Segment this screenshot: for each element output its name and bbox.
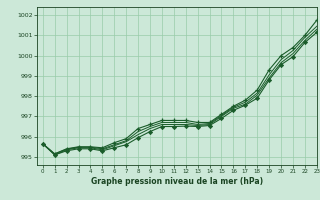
X-axis label: Graphe pression niveau de la mer (hPa): Graphe pression niveau de la mer (hPa) (91, 177, 263, 186)
